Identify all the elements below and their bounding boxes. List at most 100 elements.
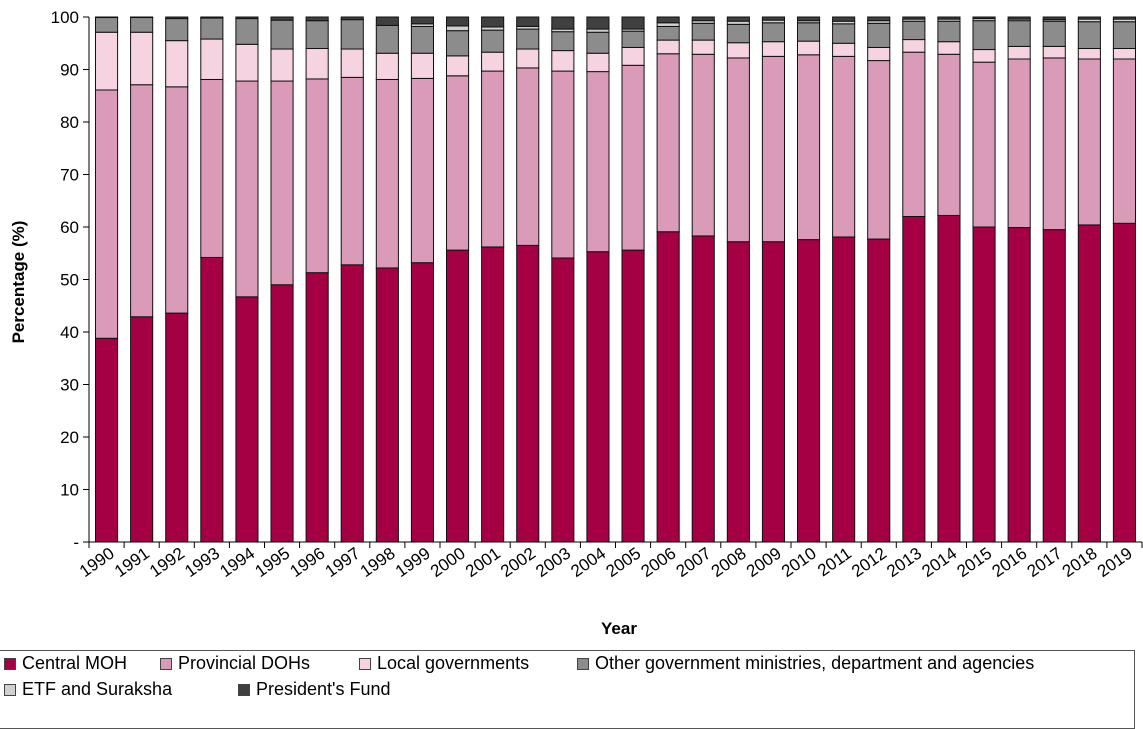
bar-other-government-ministries-department-and-agencies-2014 (937, 20, 961, 43)
x-axis-title: Year (601, 619, 637, 638)
bar-provincial-dohs-2011 (832, 55, 856, 238)
bar-local-governments-2018 (1077, 48, 1101, 60)
bar-provincial-dohs-1999 (410, 77, 435, 264)
bar-central-moh-1990 (94, 337, 119, 543)
bar-other-government-ministries-department-and-agencies-1993 (200, 17, 224, 40)
bar-provincial-dohs-2003 (551, 70, 575, 259)
x-tick-label: 1998 (357, 544, 399, 581)
bar-local-governments-2003 (551, 50, 575, 72)
bar-other-government-ministries-department-and-agencies-2016 (1007, 20, 1031, 47)
bar-president-s-fund-2009 (761, 16, 786, 21)
x-tick-label: 2001 (462, 544, 504, 581)
bar-central-moh-2015 (972, 226, 996, 543)
bar-other-government-ministries-department-and-agencies-1994 (235, 18, 259, 45)
chart: -102030405060708090100199019911992199319… (9, 8, 1143, 638)
bar-central-moh-2001 (481, 246, 505, 543)
x-tick-label: 2003 (532, 544, 574, 581)
bar-local-governments-2012 (867, 46, 891, 62)
y-tick-label: 20 (60, 428, 79, 447)
bar-provincial-dohs-1995 (270, 80, 294, 286)
bar-provincial-dohs-2005 (621, 64, 645, 251)
x-tick-label: 1999 (392, 544, 434, 581)
bar-president-s-fund-2001 (481, 16, 505, 28)
bar-other-government-ministries-department-and-agencies-1992 (165, 18, 189, 42)
legend-item-central-moh: Central MOH (4, 653, 127, 674)
bar-other-government-ministries-department-and-agencies-2006 (656, 25, 680, 41)
legend-item-etf-and-suraksha: ETF and Suraksha (4, 679, 172, 700)
bar-other-government-ministries-department-and-agencies-1990 (94, 17, 119, 33)
bar-central-moh-2017 (1042, 229, 1066, 543)
y-tick-label: 90 (60, 61, 79, 80)
bar-central-moh-1995 (270, 284, 294, 543)
x-tick-label: 1996 (287, 544, 329, 581)
bar-other-government-ministries-department-and-agencies-2009 (761, 22, 786, 43)
bar-local-governments-1993 (200, 38, 224, 80)
bar-other-government-ministries-department-and-agencies-2010 (796, 22, 821, 42)
bar-central-moh-2004 (586, 251, 610, 543)
bar-provincial-dohs-2014 (937, 53, 961, 216)
y-tick-label: 60 (60, 218, 79, 237)
bar-president-s-fund-2015 (972, 16, 996, 20)
bar-president-s-fund-2005 (621, 16, 645, 30)
x-tick-label: 2012 (848, 544, 890, 581)
bar-president-s-fund-2018 (1077, 16, 1101, 20)
bar-provincial-dohs-2000 (445, 75, 470, 251)
bar-president-s-fund-1994 (235, 16, 259, 20)
bar-provincial-dohs-2006 (656, 53, 680, 233)
bar-provincial-dohs-2008 (726, 57, 750, 243)
x-tick-label: 2005 (602, 544, 644, 581)
bar-central-moh-2013 (902, 216, 926, 543)
x-tick-label: 1994 (216, 544, 258, 581)
legend-item-president-s-fund: President's Fund (238, 679, 391, 700)
bar-president-s-fund-2007 (691, 16, 715, 22)
bar-provincial-dohs-2010 (796, 54, 821, 241)
bar-central-moh-2009 (761, 241, 786, 543)
bar-other-government-ministries-department-and-agencies-1998 (375, 24, 399, 54)
bar-other-government-ministries-department-and-agencies-2000 (445, 30, 470, 57)
bar-local-governments-2009 (761, 41, 786, 57)
bar-provincial-dohs-1997 (340, 76, 364, 266)
bar-local-governments-2016 (1007, 45, 1031, 60)
bar-central-moh-2005 (621, 249, 645, 543)
bar-central-moh-1991 (130, 316, 154, 543)
bar-local-governments-2005 (621, 46, 645, 66)
bar-president-s-fund-1992 (165, 16, 189, 20)
bar-president-s-fund-1990 (94, 16, 119, 19)
bar-provincial-dohs-1996 (305, 78, 329, 274)
bar-president-s-fund-2002 (516, 16, 540, 27)
bar-president-s-fund-2004 (586, 16, 610, 30)
y-tick-label: 30 (60, 376, 79, 395)
bar-other-government-ministries-department-and-agencies-2002 (516, 28, 540, 50)
legend-swatch (4, 657, 16, 670)
bar-provincial-dohs-1990 (94, 89, 119, 339)
bar-central-moh-2014 (937, 214, 961, 543)
legend-label: ETF and Suraksha (22, 679, 173, 699)
bar-president-s-fund-1998 (375, 16, 399, 26)
bar-central-moh-1994 (235, 296, 259, 543)
bar-other-government-ministries-department-and-agencies-1991 (130, 17, 154, 33)
y-tick-label: 100 (51, 8, 79, 27)
bar-other-government-ministries-department-and-agencies-2017 (1042, 20, 1066, 47)
bar-provincial-dohs-1994 (235, 80, 259, 298)
y-tick-label: - (73, 533, 79, 552)
bar-provincial-dohs-1998 (375, 78, 399, 269)
bar-central-moh-2019 (1112, 222, 1137, 543)
bar-provincial-dohs-2016 (1007, 58, 1031, 229)
x-tick-label: 2004 (567, 544, 609, 581)
bar-local-governments-2007 (691, 39, 715, 55)
bar-president-s-fund-2014 (937, 16, 961, 20)
bar-provincial-dohs-2017 (1042, 57, 1066, 231)
bar-other-government-ministries-department-and-agencies-1996 (305, 20, 329, 50)
bar-provincial-dohs-2001 (481, 70, 505, 248)
bar-central-moh-2012 (867, 238, 891, 543)
bar-provincial-dohs-2013 (902, 51, 926, 218)
bar-provincial-dohs-2012 (867, 60, 891, 240)
x-tick-label: 2014 (918, 544, 960, 581)
x-tick-label: 1997 (322, 544, 364, 581)
bar-local-governments-2000 (445, 55, 470, 77)
bar-provincial-dohs-2002 (516, 67, 540, 246)
bar-central-moh-2000 (445, 249, 470, 543)
bar-local-governments-1998 (375, 52, 399, 80)
bar-president-s-fund-1996 (305, 16, 329, 22)
bar-president-s-fund-2006 (656, 16, 680, 24)
